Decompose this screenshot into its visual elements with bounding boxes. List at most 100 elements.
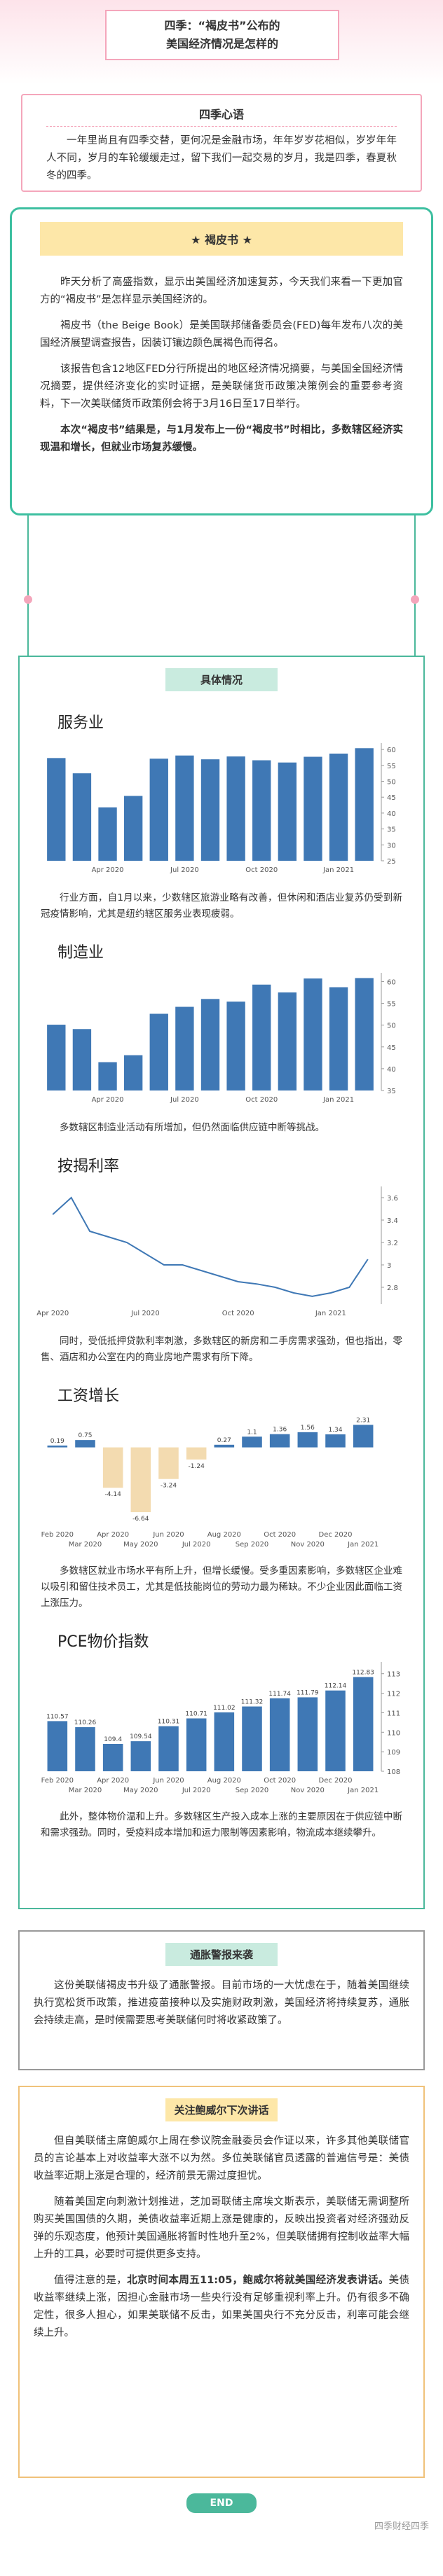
bar [72, 773, 92, 861]
x-tick-label: Jan 2021 [322, 866, 354, 874]
chart-caption: 此外，整体物价温和上升。多数辖区生产投入成本上涨的主要原因在于供应链中断和需求强… [41, 1811, 402, 1838]
data-label: 111.74 [268, 1691, 291, 1698]
paragraph: 昨天分析了高盛指数，显示出美国经济加速复苏，今天我们来看一下更加官方的“褐皮书”… [40, 277, 403, 305]
intro-heading: 四季心语 [46, 105, 397, 127]
x-tick-label: Oct 2020 [245, 866, 278, 874]
bar [297, 1432, 318, 1448]
x-tick-label: Feb 2020 [41, 1777, 74, 1785]
data-label: 110.26 [74, 1719, 97, 1726]
y-tick-label: 45 [387, 794, 396, 802]
y-tick-label: 3.6 [387, 1195, 398, 1203]
paragraph: 该报告包含12地区FED分行所提出的地区经济情况摘要，与美国全国经济情况摘要，提… [40, 363, 403, 410]
x-tick-label: Jul 2020 [170, 866, 199, 874]
data-label: 112.14 [325, 1683, 347, 1690]
bar [47, 1721, 68, 1771]
data-label: 1.56 [301, 1425, 315, 1432]
data-label: 109.54 [130, 1733, 152, 1740]
bar [226, 756, 245, 861]
bar [47, 1445, 68, 1448]
bar [102, 1447, 123, 1488]
data-label: 1.34 [328, 1427, 342, 1434]
data-label: 0.19 [50, 1438, 64, 1445]
bar [214, 1444, 235, 1448]
y-tick-label: 113 [387, 1671, 400, 1679]
data-label: 110.31 [158, 1719, 180, 1726]
x-tick-label: Apr 2020 [92, 866, 124, 874]
y-tick-label: 60 [387, 747, 396, 754]
chart: PCE物价指数 108 109 110 111 112 113 Feb 2020 Mar 202… [41, 1633, 400, 1794]
powell-heading: 关注鲍威尔下次讲话 [165, 2098, 278, 2121]
bar [98, 1062, 117, 1090]
paragraph: 褐皮书（the Beige Book）是美国联邦储备委员会(FED)每年发布八次… [40, 320, 403, 349]
y-tick-label: 3.2 [387, 1240, 398, 1247]
x-tick-label: Aug 2020 [207, 1777, 241, 1785]
bar [297, 1697, 318, 1771]
x-tick-label: Jan 2021 [322, 1096, 354, 1104]
data-label: 110.57 [46, 1713, 69, 1720]
bar [242, 1706, 262, 1771]
data-label: 110.71 [185, 1711, 207, 1718]
bar [269, 1434, 290, 1448]
inflation-text: 这份美联储褐皮书升级了通胀警报。目前市场的一大忧虑在于，随着美国继续执行宽松货币… [34, 1980, 409, 2026]
x-tick-label: Oct 2020 [264, 1777, 296, 1785]
x-tick-label: Jan 2021 [315, 1310, 346, 1317]
bar [214, 1712, 235, 1771]
x-tick-label: Apr 2020 [92, 1096, 124, 1104]
bar [200, 999, 220, 1090]
decor-lines [24, 515, 419, 656]
title: 美国经济情况是怎样的 [165, 37, 278, 50]
bar [72, 1029, 92, 1090]
bar [158, 1726, 179, 1771]
data-label: 2.31 [356, 1417, 370, 1424]
intro-text: 一年里尚且有四季交替，更何况是金融市场，年年岁岁花相似，岁岁年年人不同，岁月的车… [46, 135, 397, 181]
bar [252, 984, 271, 1090]
y-tick-label: 3 [387, 1262, 391, 1270]
x-tick-label: Nov 2020 [291, 1541, 325, 1549]
data-label: 111.79 [297, 1689, 319, 1696]
bar [329, 987, 348, 1090]
bar [75, 1727, 95, 1771]
x-tick-label: Jul 2020 [182, 1541, 211, 1549]
powell-box: 关注鲍威尔下次讲话 但自美联储主席鲍威尔上周在参议院金融委员会作证以来，许多其他… [18, 2086, 425, 2478]
y-tick-label: 112 [387, 1691, 400, 1698]
note-rest: 美债收益率继续上涨，因担心金融市场一些央行没有足够重视利率上升。仍有很多不确定性… [34, 2275, 410, 2339]
data-label: 0.75 [78, 1432, 92, 1439]
y-tick-label: 109 [387, 1749, 400, 1757]
x-tick-label: Apr 2020 [97, 1777, 129, 1785]
details-box: 具体情况 服务业 25 30 35 40 45 50 55 60 Apr 2020 Jul 2020… [18, 656, 425, 1909]
data-label: -3.24 [161, 1483, 177, 1490]
x-tick-label: Oct 2020 [222, 1310, 254, 1317]
x-tick-label: Apr 2020 [36, 1310, 69, 1317]
decor [0, 515, 443, 656]
conclusion: 本次“褐皮书”结果是，与1月发布上一份“褐皮书”时相比，多数辖区经济实现温和增长… [40, 424, 403, 453]
charts: 服务业 25 30 35 40 45 50 55 60 Apr 2020 Jul 2020 Oct 2… [34, 702, 409, 1841]
bar [278, 762, 297, 861]
line [52, 1196, 369, 1297]
bar [186, 1718, 207, 1771]
data-label: 111.32 [241, 1699, 264, 1706]
y-tick-label: 55 [387, 1001, 396, 1009]
bar [149, 759, 168, 861]
bar [149, 1013, 168, 1090]
data-label: -1.24 [189, 1463, 205, 1470]
chart-caption: 同时，受低抵押贷款利率刺激，多数辖区的新房和二手房需求强劲，但也指出，零售、酒店… [41, 1336, 402, 1363]
bar [242, 1436, 262, 1448]
y-tick-label: 40 [387, 810, 396, 818]
chart: 工资增长 Feb 2020 Mar 2020 Apr 2020 May 2020 Jun … [41, 1387, 379, 1549]
bar [355, 978, 374, 1090]
details-heading: 具体情况 [165, 668, 278, 691]
x-tick-label: Jan 2021 [347, 1787, 379, 1794]
title-box: 四季：“褐皮书”公布的 美国经济情况是怎样的 [105, 10, 339, 60]
y-tick-label: 60 [387, 978, 396, 986]
bar [304, 756, 322, 861]
x-tick-label: Nov 2020 [291, 1787, 325, 1794]
bar [75, 1440, 95, 1448]
bar [353, 1677, 374, 1771]
y-tick-label: 108 [387, 1768, 400, 1776]
data-label: -4.14 [105, 1491, 122, 1498]
x-tick-label: Mar 2020 [69, 1787, 102, 1794]
data-label: 1.1 [247, 1429, 257, 1436]
x-tick-label: Oct 2020 [264, 1531, 296, 1539]
chart: 服务业 25 30 35 40 45 50 55 60 Apr 2020 Jul 2020 Oct 2… [47, 714, 396, 874]
